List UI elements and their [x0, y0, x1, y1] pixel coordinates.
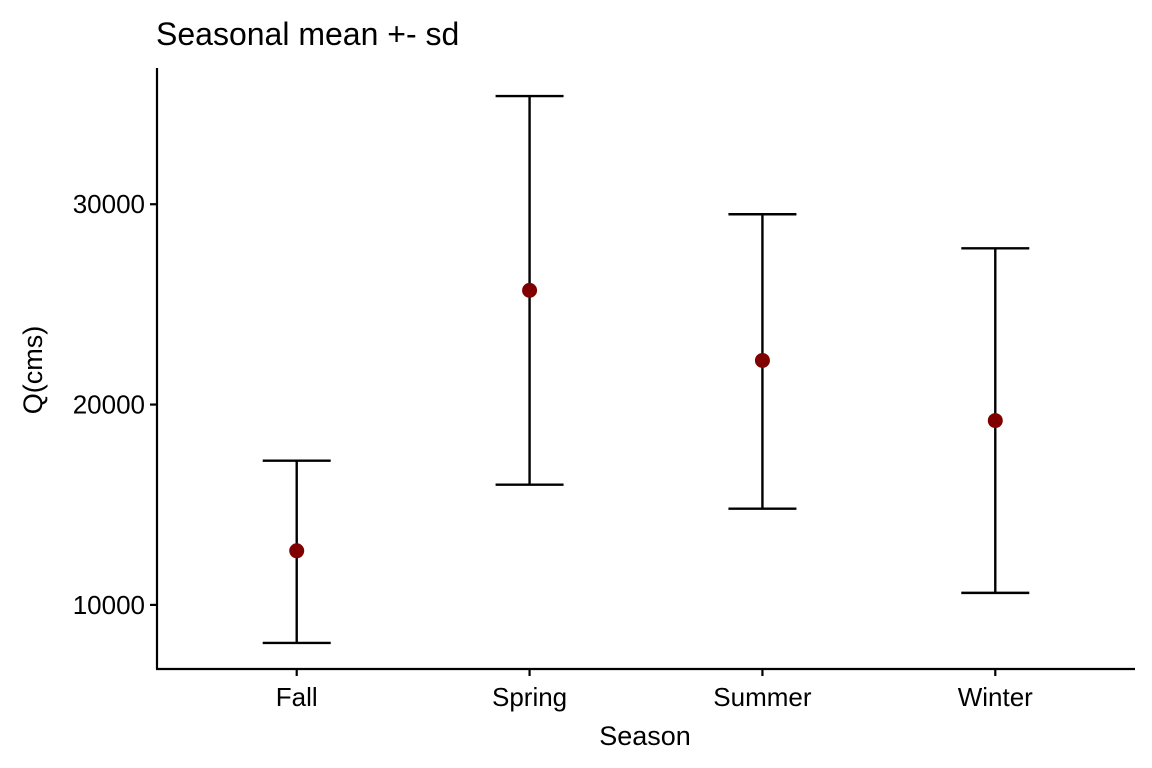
x-tick-label: Summer	[713, 682, 812, 712]
errorbar-group	[728, 213, 797, 510]
y-axis-title: Q(cms)	[18, 326, 48, 414]
chart-title: Seasonal mean +- sd	[156, 16, 459, 52]
mean-point	[522, 282, 538, 298]
errorbar-group	[262, 459, 331, 645]
x-tick-label: Winter	[958, 682, 1033, 712]
y-tick-label: 20000	[73, 390, 145, 420]
y-axis: 10000 20000 30000	[73, 189, 157, 620]
mean-point	[289, 543, 305, 559]
x-axis-title: Season	[599, 721, 691, 751]
x-tick-label: Fall	[276, 682, 318, 712]
x-axis: Fall Spring Summer Winter	[276, 669, 1033, 712]
y-tick-label: 10000	[73, 590, 145, 620]
y-tick-label: 30000	[73, 189, 145, 219]
errorbar-group	[961, 247, 1030, 595]
x-tick-label: Spring	[492, 682, 567, 712]
errorbar-group	[495, 94, 564, 486]
plot-area	[262, 94, 1030, 645]
mean-point	[754, 352, 770, 368]
mean-point	[987, 413, 1003, 429]
